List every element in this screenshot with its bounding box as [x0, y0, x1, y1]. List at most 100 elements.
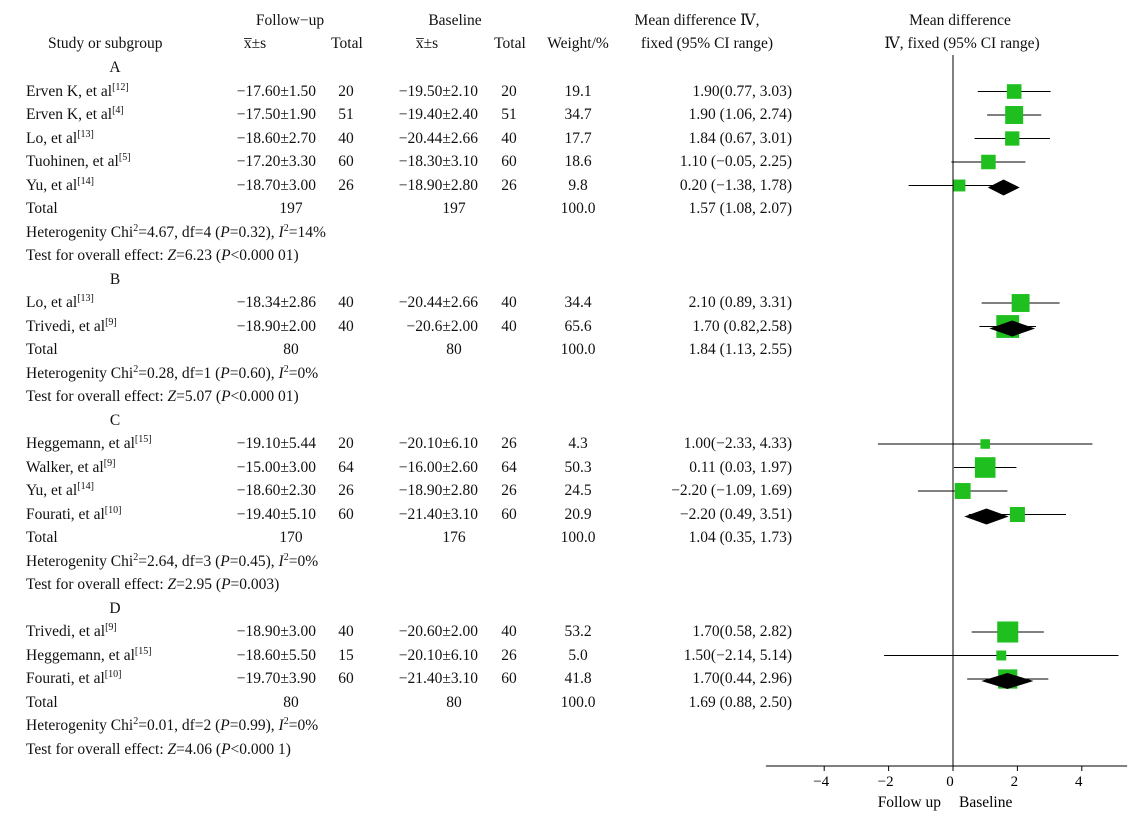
baseline-total: 40	[501, 623, 517, 640]
followup-total: 51	[338, 106, 354, 123]
effect-square	[997, 621, 1019, 643]
p-value: 0.60	[238, 364, 266, 382]
total-weight: 100.0	[560, 529, 596, 546]
study-name: Heggemann, et al[15]	[26, 646, 152, 665]
total-mean-difference: 1.69 (0.88, 2.50)	[688, 693, 792, 711]
x-tick-label: 0	[946, 774, 954, 790]
baseline-mean-sd: −19.40±2.40	[398, 106, 478, 123]
overall-effect-test: Test for overall effect: Z=2.95 (P=0.003…	[26, 576, 280, 593]
plot-header-line2: Ⅳ, fixed (95% CI range)	[884, 35, 1040, 52]
chi2-value: 0.28	[146, 364, 175, 382]
total-label: Total	[26, 200, 58, 217]
weight-value: 5.0	[568, 646, 588, 664]
followup-total: 60	[338, 153, 354, 170]
study-name: Fourati, et al[10]	[26, 669, 121, 688]
i2-symbol: I	[278, 717, 284, 734]
baseline-mean-sd: −21.40±3.10	[398, 505, 478, 523]
study-ref: [14]	[77, 175, 94, 187]
p-symbol: P	[221, 576, 231, 593]
mean-difference: 1.70(0.58, 2.82)	[692, 623, 792, 640]
mean-difference: 1.90 (1.06, 2.74)	[688, 106, 792, 123]
z-symbol: Z	[167, 576, 177, 593]
i2-value: 0%	[297, 364, 319, 382]
study-ref: [13]	[77, 292, 94, 304]
baseline-mean-sd: −18.90±2.80	[398, 176, 478, 194]
chi2-value: 0.01	[146, 717, 175, 734]
followup-total: 20	[338, 435, 354, 452]
baseline-mean-sd: −20.10±6.10	[398, 646, 478, 664]
followup-mean-sd: −19.10±5.44	[236, 435, 316, 452]
study-ref: [9]	[105, 316, 117, 328]
mean-difference: 2.10 (0.89, 3.31)	[688, 294, 792, 311]
study-name-text: Heggemann, et al	[26, 435, 135, 452]
total-label: Total	[26, 341, 58, 358]
weight-value: 41.8	[564, 670, 592, 687]
baseline-mean-sd: −20.44±2.66	[398, 294, 478, 311]
study-name-text: Yu, et al	[26, 176, 78, 194]
baseline-total: 20	[501, 82, 517, 100]
followup-total: 26	[338, 176, 354, 194]
heterogeneity-stat: Heterogenity Chi2=2.64, df=3 (P=0.45), I…	[26, 551, 319, 570]
study-name: Heggemann, et al[15]	[26, 433, 152, 453]
followup-mean-sd: −18.60±2.30	[236, 482, 316, 499]
overall-p-value: 0.000 1	[239, 740, 286, 758]
followup-mean-sd: −18.60±5.50	[236, 646, 316, 664]
i2-value: 0%	[297, 717, 319, 734]
p-symbol: P	[220, 717, 230, 734]
p-symbol: P	[220, 223, 230, 241]
df-value: 3	[203, 552, 212, 570]
study-ref: [12]	[112, 81, 129, 93]
baseline-total: 60	[501, 670, 517, 687]
weight-value: 34.4	[564, 294, 592, 311]
plot-header-line1: Mean difference	[909, 12, 1011, 29]
heterogeneity-label: Heterogenity Chi	[26, 717, 134, 734]
mean-difference: 0.20 (−1.38, 1.78)	[679, 176, 792, 194]
mean-difference: −2.20 (−1.09, 1.69)	[671, 482, 792, 499]
study-name-text: Trivedi, et al	[26, 623, 106, 640]
study-ref: [9]	[105, 621, 117, 633]
superscript-2: 2	[133, 551, 139, 563]
baseline-total: 26	[501, 482, 517, 499]
mean-difference: 1.90(0.77, 3.03)	[692, 82, 792, 100]
superscript-2: 2	[283, 715, 289, 727]
baseline-total: 60	[501, 505, 517, 523]
x-tick-label: 2	[1011, 774, 1019, 790]
x-tick-label: 4	[1075, 774, 1083, 790]
study-name: Erven K, et al[4]	[26, 105, 124, 124]
study-name-text: Heggemann, et al	[26, 646, 135, 664]
weight-value: 53.2	[564, 623, 592, 640]
followup-mean-sd: −17.50±1.90	[236, 106, 316, 123]
effect-square	[1005, 131, 1020, 146]
overall-effect-label: Test for overall effect:	[26, 740, 168, 758]
total-weight: 100.0	[560, 341, 596, 358]
baseline-mean-sd: −19.50±2.10	[398, 82, 478, 100]
chi2-value: 2.64	[146, 552, 175, 570]
pooled-diamond	[981, 673, 1034, 689]
total-followup-n: 197	[279, 200, 303, 217]
overall-p-value: 0.000 01	[239, 247, 294, 264]
heterogeneity-stat: Heterogenity Chi2=4.67, df=4 (P=0.32), I…	[26, 222, 326, 241]
superscript-2: 2	[133, 715, 139, 727]
overall-effect-test: Test for overall effect: Z=5.07 (P<0.000…	[26, 388, 299, 405]
baseline-total: 26	[501, 646, 517, 664]
baseline-total: 51	[501, 106, 517, 123]
followup-mean-sd: −18.60±2.70	[236, 129, 316, 147]
followup-total: 64	[338, 458, 354, 476]
effect-square	[996, 650, 1007, 661]
total-baseline-n: 176	[442, 529, 466, 546]
baseline-mean-sd: −20.10±6.10	[398, 435, 478, 452]
weight-value: 34.7	[564, 106, 592, 123]
baseline-total: 26	[501, 176, 517, 194]
baseline-mean-sd: −18.30±3.10	[398, 153, 478, 170]
p-operator: <	[230, 247, 240, 264]
baseline-total: 40	[501, 129, 517, 147]
followup-total: 60	[338, 670, 354, 687]
effect-square	[996, 315, 1020, 338]
axis-left-label: Follow up	[878, 794, 942, 811]
weight-value: 4.3	[568, 435, 588, 452]
followup-header: Follow−up	[255, 12, 325, 29]
study-ref: [15]	[134, 433, 152, 445]
p-operator: =	[230, 576, 240, 593]
followup-total-header: Total	[331, 35, 363, 52]
weight-value: 17.7	[564, 129, 592, 147]
